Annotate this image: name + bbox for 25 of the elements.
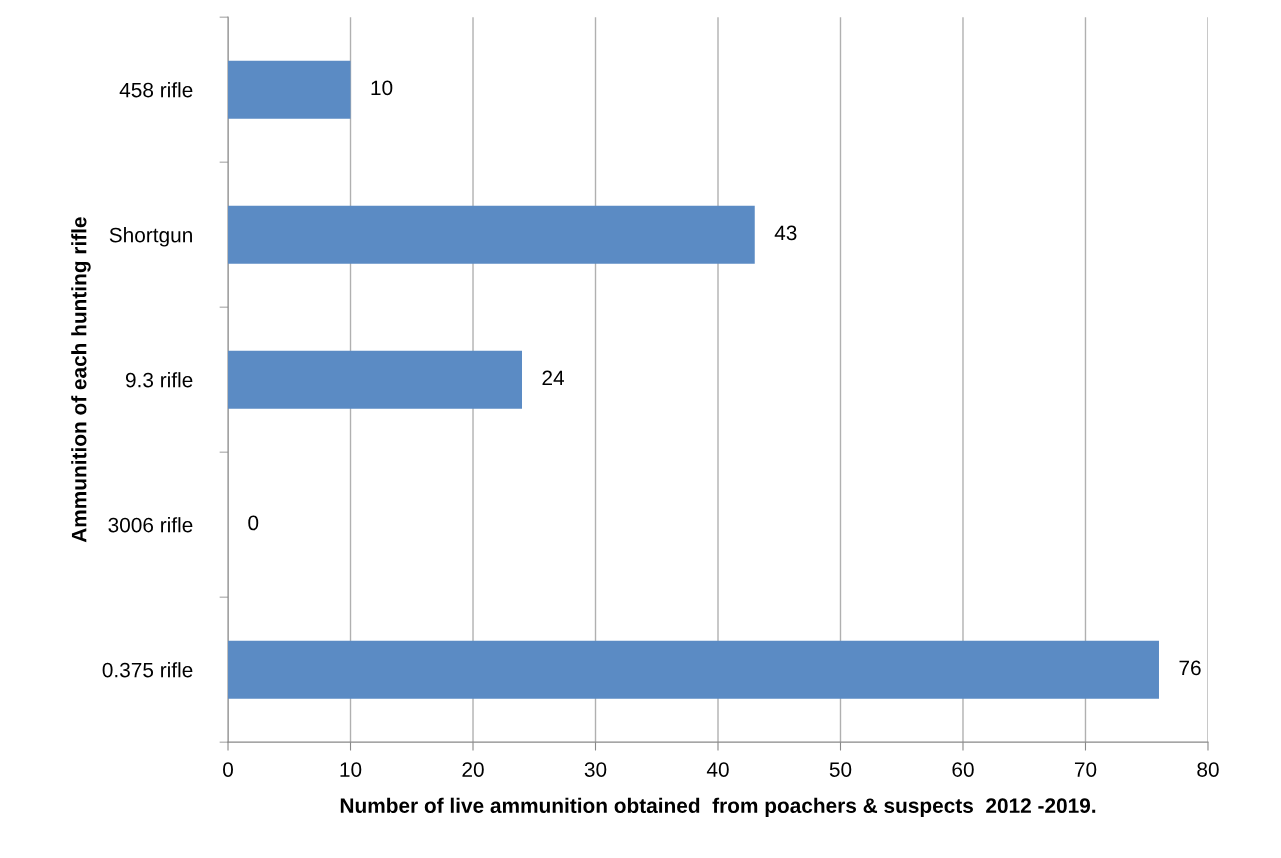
x-axis-title: Number of live ammunition obtained from poachers & suspects 2012 -2019. [340,797,1096,818]
y-tick-label: 0.375 rifle [102,662,193,678]
data-label: 0 [248,515,259,531]
data-label: 10 [371,80,393,96]
x-tick-label: 40 [706,762,729,777]
data-label: 43 [774,225,797,241]
x-tick-label: 50 [829,762,852,777]
y-tick-label: Shortgun [109,227,192,247]
y-tick-label: 3006 rifle [108,517,193,533]
y-tick-label: 458 rifle [119,82,193,98]
bar [228,350,523,409]
bar [228,205,755,264]
x-tick-label: 10 [340,762,362,777]
bar [228,60,351,119]
x-tick-label: 0 [223,762,233,777]
data-label: 24 [542,370,565,386]
x-tick-label: 80 [1197,762,1219,777]
x-tick-label: 60 [952,762,974,777]
y-axis-title: Ammunition of each hunting rifle [71,217,91,543]
x-tick-label: 20 [462,762,484,777]
y-tick-label: 9.3 rifle [125,372,193,388]
x-tick-label: 70 [1074,762,1097,777]
bar [228,640,1159,699]
x-tick-label: 30 [584,762,607,777]
data-label: 76 [1179,660,1201,676]
